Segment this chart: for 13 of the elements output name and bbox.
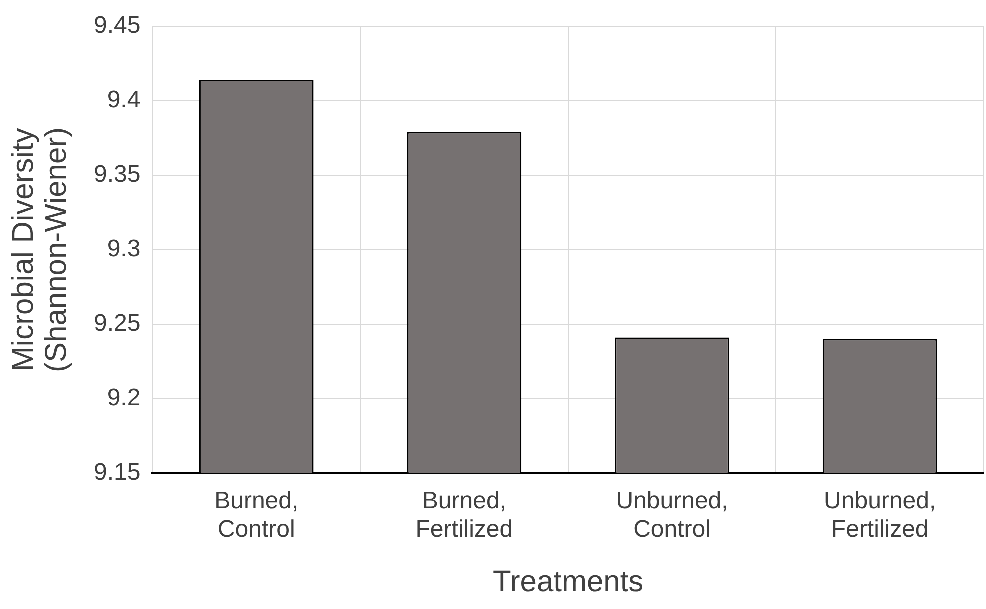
y-tick-label: 9.4 <box>107 86 141 114</box>
y-tick-label: 9.35 <box>94 161 141 188</box>
x-tick-label: Unburned, Fertilized <box>824 487 936 544</box>
y-axis-title: Microbial Diversity (Shannon-Wiener) <box>6 127 73 372</box>
x-tick-label: Burned, Control <box>214 487 299 544</box>
y-tick-label: 9.25 <box>94 310 141 338</box>
y-tick-label: 9.3 <box>107 236 141 263</box>
x-tick-label: Unburned, Control <box>616 487 728 544</box>
y-tick-label: 9.15 <box>94 459 141 486</box>
y-tick-label: 9.45 <box>94 12 141 40</box>
x-axis-title: Treatments <box>493 565 644 598</box>
x-tick-label: Burned, Fertilized <box>416 487 514 544</box>
y-tick-label: 9.2 <box>107 384 141 412</box>
